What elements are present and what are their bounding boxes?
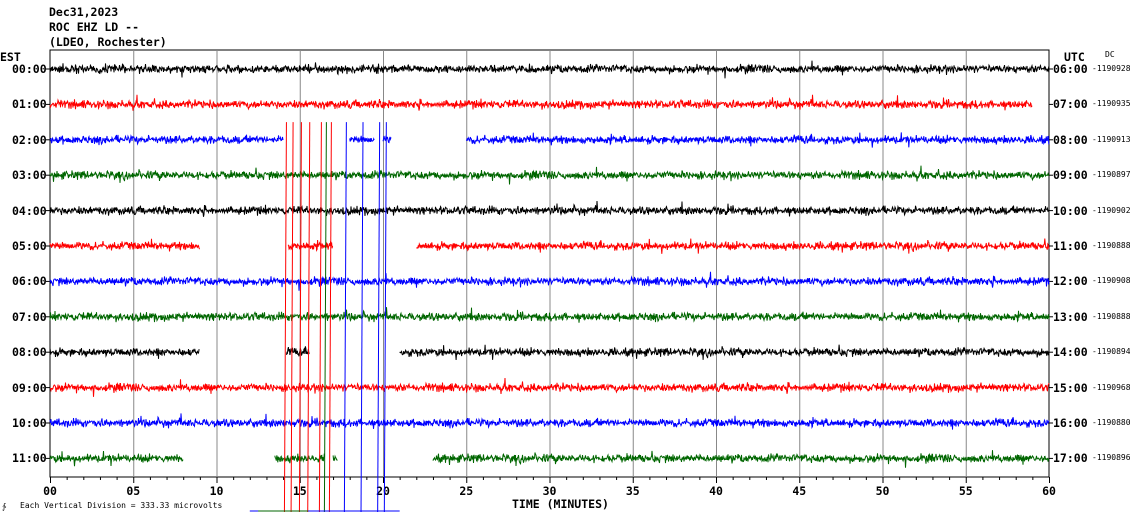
utc-axis-label: UTC <box>1064 50 1085 64</box>
utc-time-label: 10:00 <box>1053 203 1088 218</box>
x-axis-title: TIME (MINUTES) <box>512 497 609 511</box>
est-time-label: 03:00 <box>12 168 47 183</box>
network-label: (LDEO, Rochester) <box>49 35 167 49</box>
station-label: ROC EHZ LD -- <box>49 20 140 34</box>
spike-line <box>360 122 364 513</box>
dc-offset-label: -1190896 <box>1092 453 1130 463</box>
est-time-label: 01:00 <box>12 97 47 112</box>
trace-segment <box>49 200 1050 217</box>
est-time-label: 04:00 <box>12 203 47 218</box>
x-tick-label: 25 <box>459 484 473 498</box>
trace-segment <box>465 132 1050 148</box>
dc-offset-label: -1190908 <box>1092 276 1130 286</box>
est-time-label: 05:00 <box>12 239 47 253</box>
spike-line <box>343 122 347 513</box>
trace-segment <box>49 271 1050 291</box>
spike-line <box>283 122 287 513</box>
trace-segment <box>49 377 1050 397</box>
dc-offset-label: -1190894 <box>1092 347 1130 357</box>
footer-note: Each Vertical Division = 333.33 microvol… <box>20 501 223 510</box>
dc-offset-label: -1190888 <box>1092 241 1130 250</box>
utc-time-label: 08:00 <box>1053 132 1088 147</box>
x-tick-label: 50 <box>876 484 890 498</box>
trace-segment <box>432 450 1050 468</box>
x-tick-label: 35 <box>626 484 640 498</box>
trace-segment <box>49 238 200 252</box>
dc-offset-label: -1190935 <box>1092 99 1130 109</box>
est-time-label: 07:00 <box>12 309 47 324</box>
x-tick-label: 30 <box>543 484 557 498</box>
trace-segment <box>49 307 1050 323</box>
est-time-label: 06:00 <box>12 274 47 289</box>
spike-line <box>328 122 332 513</box>
est-time-label: 11:00 <box>12 451 47 466</box>
footer-note-mark: ∱ <box>2 502 7 511</box>
utc-time-label: 17:00 <box>1053 451 1088 466</box>
trace-segment <box>49 413 1050 430</box>
dc-offset-label: -1190968 <box>1092 382 1130 392</box>
est-time-label: 02:00 <box>12 132 47 147</box>
trace-segment <box>49 450 184 467</box>
x-tick-label: 10 <box>210 484 224 498</box>
trace-segment <box>287 239 334 252</box>
est-axis-label: EST <box>0 50 21 64</box>
dc-offset-label: -1190913 <box>1092 134 1130 144</box>
date-label: Dec31,2023 <box>49 5 119 19</box>
utc-time-label: 11:00 <box>1053 239 1088 253</box>
est-time-label: 00:00 <box>12 62 47 76</box>
x-tick-label: 60 <box>1042 484 1056 498</box>
dc-offset-label: -1190897 <box>1092 170 1130 180</box>
utc-time-label: 14:00 <box>1053 345 1088 360</box>
trace-segment <box>399 344 1050 361</box>
trace-segment <box>49 60 1050 79</box>
utc-time-label: 12:00 <box>1053 274 1088 289</box>
dc-offset-label: -1190928 <box>1092 64 1130 73</box>
utc-time-label: 09:00 <box>1053 168 1088 183</box>
trace-segment <box>332 454 338 462</box>
trace-segment <box>49 134 284 146</box>
spike-line <box>377 122 381 513</box>
x-tick-label: 00 <box>43 484 57 498</box>
utc-time-label: 13:00 <box>1053 309 1088 324</box>
trace-segment <box>49 347 200 359</box>
spike-line <box>290 122 294 513</box>
trace-segment <box>285 346 310 357</box>
x-tick-label: 55 <box>959 484 973 498</box>
spike-line <box>298 122 302 513</box>
trace-segment <box>49 94 1033 111</box>
est-time-label: 08:00 <box>12 345 47 360</box>
trace-segment <box>349 135 375 143</box>
trace-segment <box>416 238 1050 254</box>
utc-time-label: 06:00 <box>1053 62 1088 76</box>
spike-line <box>383 122 387 513</box>
dc-label: DC <box>1105 50 1115 59</box>
trace-segment <box>382 135 392 144</box>
x-tick-label: 45 <box>792 484 806 498</box>
x-tick-label: 40 <box>709 484 723 498</box>
trace-segment <box>49 165 1050 185</box>
utc-time-label: 07:00 <box>1053 97 1088 112</box>
x-tick-label: 20 <box>376 484 390 498</box>
utc-time-label: 15:00 <box>1053 380 1088 395</box>
dc-offset-label: -1190902 <box>1092 205 1130 215</box>
utc-time-label: 16:00 <box>1053 416 1088 430</box>
spike-line <box>318 122 322 513</box>
spike-line <box>323 122 327 513</box>
est-time-label: 10:00 <box>12 416 47 430</box>
dc-offset-label: -1190880 <box>1092 418 1130 427</box>
est-time-label: 09:00 <box>12 380 47 395</box>
x-tick-label: 05 <box>126 484 140 498</box>
spike-line <box>307 122 311 513</box>
dc-offset-label: -1190888 <box>1092 311 1130 321</box>
